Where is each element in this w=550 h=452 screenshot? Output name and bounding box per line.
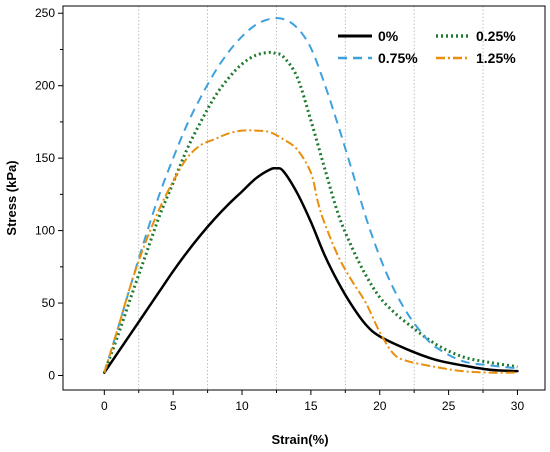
x-tick-label-5: 25 [442, 399, 456, 413]
y-tick-label-2: 100 [35, 224, 55, 238]
series-line-2 [103, 17, 518, 373]
series-line-0 [103, 166, 519, 374]
legend-label-0: 0% [378, 28, 399, 44]
plot-frame [62, 5, 546, 391]
y-tick-label-0: 0 [48, 369, 55, 383]
x-tick-label-4: 20 [373, 399, 387, 413]
series-line-1 [102, 50, 518, 374]
x-axis-title: Strain(%) [271, 432, 328, 447]
y-tick-label-5: 250 [35, 6, 55, 20]
grid-lines [138, 6, 484, 390]
x-tick-label-2: 10 [235, 399, 249, 413]
x-tick-label-3: 15 [304, 399, 318, 413]
y-axis-ticks: 0 50 100 150 200 250 [35, 6, 63, 383]
x-axis-ticks: 0 5 10 15 20 25 30 [101, 390, 524, 413]
y-axis-title: Stress (kPa) [4, 160, 19, 235]
series-lines [102, 17, 519, 374]
x-tick-label-1: 5 [170, 399, 177, 413]
legend-label-1: 0.25% [476, 28, 516, 44]
legend-label-2: 0.75% [378, 50, 418, 66]
y-tick-label-4: 200 [35, 79, 55, 93]
y-tick-label-1: 50 [42, 296, 56, 310]
y-tick-label-3: 150 [35, 151, 55, 165]
x-tick-label-6: 30 [511, 399, 525, 413]
series-line-3 [103, 129, 518, 374]
legend: 0% 0.25% 0.75% 1.25% [338, 28, 516, 66]
legend-label-3: 1.25% [476, 50, 516, 66]
x-tick-label-0: 0 [101, 399, 108, 413]
